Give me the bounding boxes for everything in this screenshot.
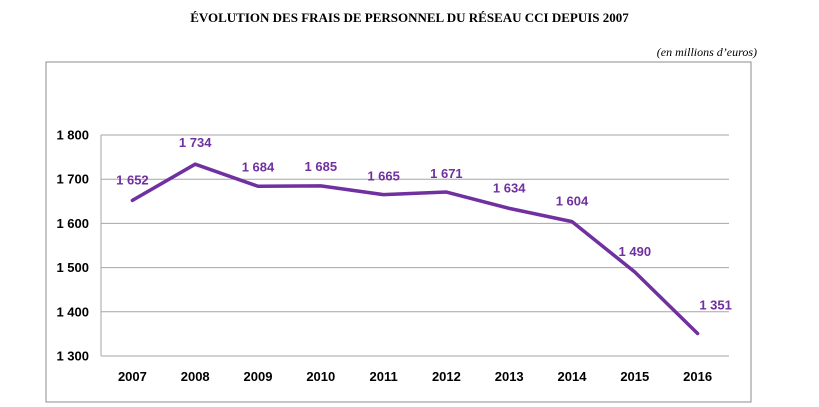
data-label: 1 671 — [430, 166, 463, 181]
y-tick-label: 1 300 — [56, 349, 89, 364]
x-tick-label: 2011 — [369, 369, 397, 384]
y-tick-label: 1 600 — [56, 216, 89, 231]
x-tick-label: 2016 — [683, 369, 712, 384]
data-label: 1 665 — [367, 169, 400, 184]
y-tick-label: 1 400 — [56, 304, 89, 319]
data-label: 1 684 — [242, 159, 275, 174]
chart-frame — [45, 61, 752, 403]
x-tick-label: 2013 — [495, 369, 524, 384]
data-label: 1 685 — [305, 159, 338, 174]
y-tick-label: 1 500 — [56, 260, 89, 275]
data-label: 1 634 — [493, 180, 526, 195]
data-label: 1 351 — [699, 297, 732, 312]
chart-title: ÉVOLUTION DES FRAIS DE PERSONNEL DU RÉSE… — [190, 10, 629, 25]
data-label: 1 734 — [179, 135, 212, 150]
data-label: 1 604 — [556, 194, 589, 209]
series-line — [130, 162, 700, 336]
data-label: 1 490 — [619, 244, 652, 259]
data-label: 1 652 — [116, 172, 149, 187]
unit-note: (en millions d’euros) — [656, 45, 757, 59]
x-tick-label: 2012 — [432, 369, 461, 384]
x-tick-label: 2015 — [620, 369, 649, 384]
y-tick-label: 1 800 — [56, 128, 89, 143]
x-tick-label: 2009 — [244, 369, 273, 384]
x-tick-label: 2007 — [118, 369, 147, 384]
x-tick-label: 2010 — [306, 369, 335, 384]
x-tick-label: 2008 — [181, 369, 210, 384]
x-tick-label: 2014 — [558, 369, 588, 384]
y-tick-label: 1 700 — [56, 172, 89, 187]
